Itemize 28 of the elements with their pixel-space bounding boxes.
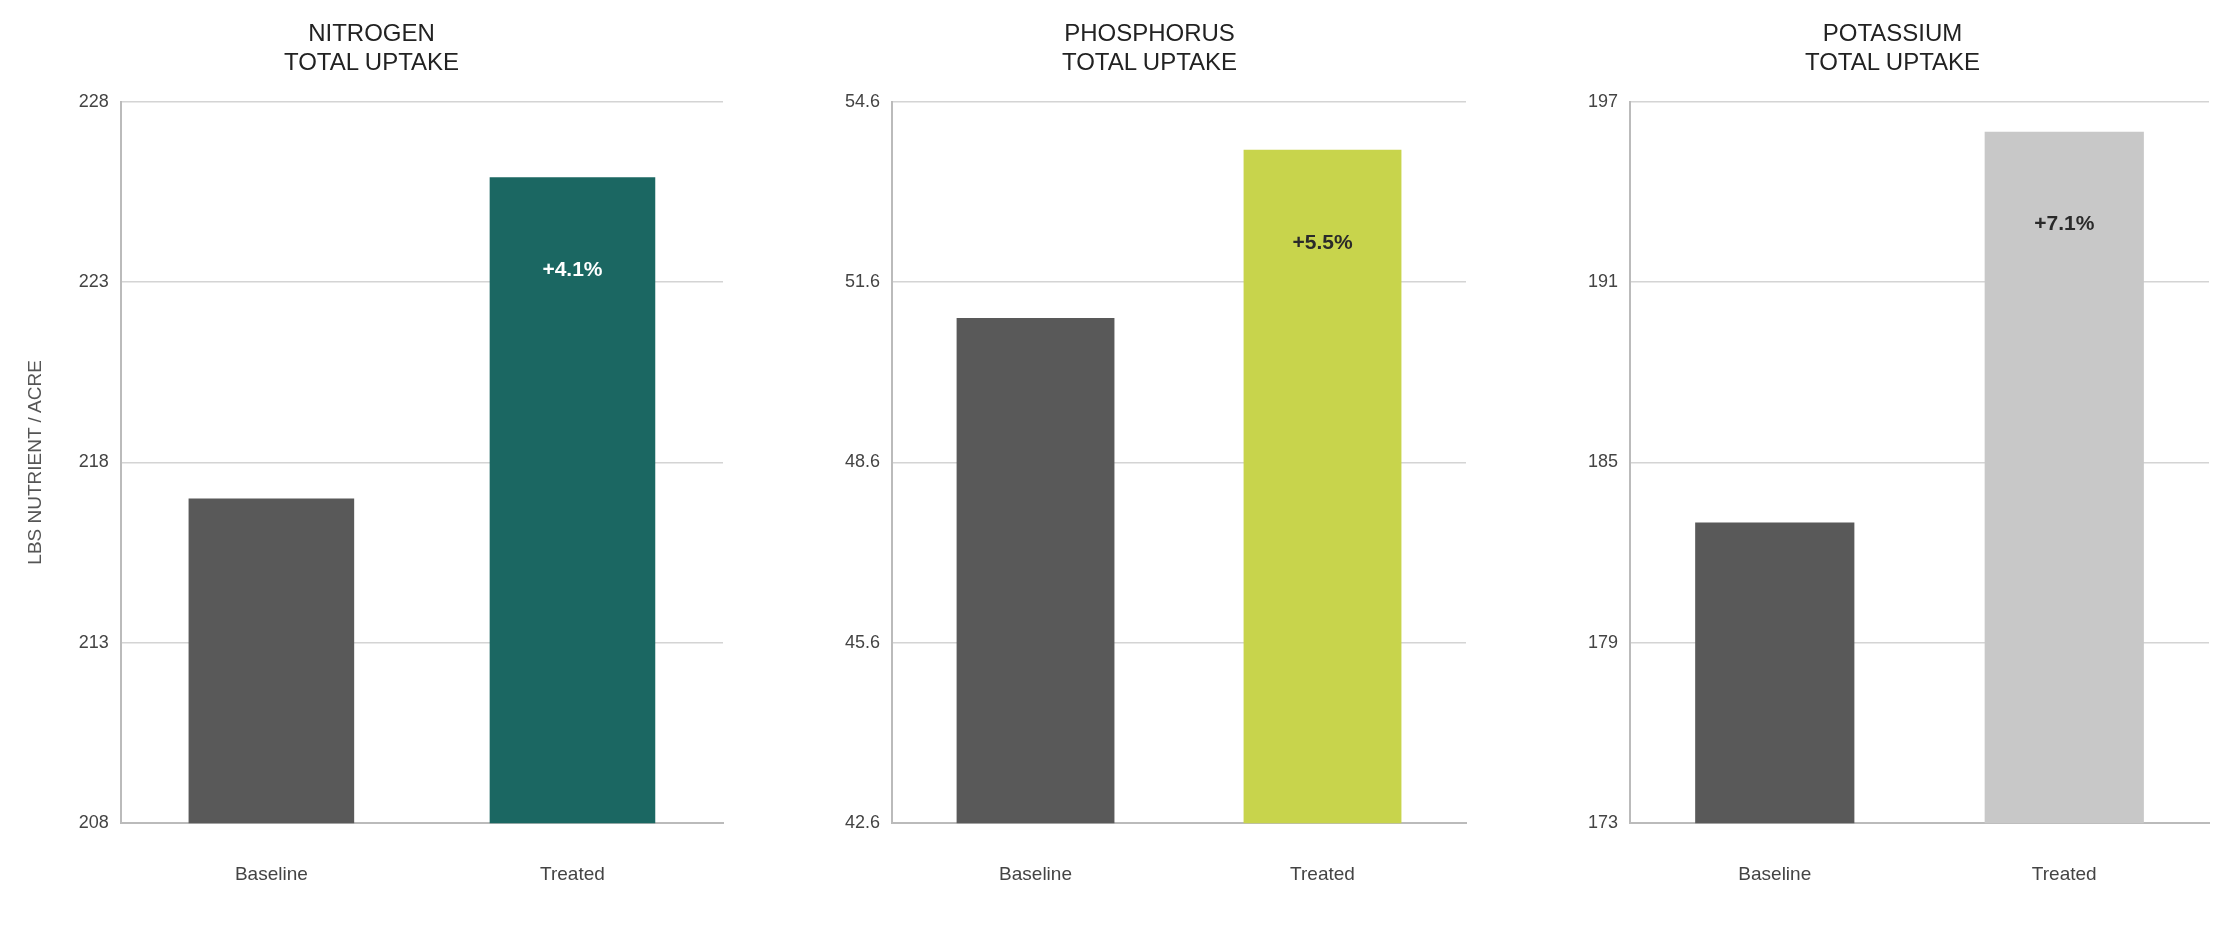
- x-tick-label: Treated: [1290, 862, 1355, 884]
- chart-title: POTASSIUM TOTAL UPTAKE: [1804, 19, 1981, 75]
- y-tick-label: 54.6: [844, 90, 881, 111]
- chart-title: PHOSPHORUS TOTAL UPTAKE: [1061, 19, 1238, 75]
- annotation: +4.1%: [542, 257, 603, 281]
- y-tick-label: 228: [78, 90, 109, 111]
- y-tick-label: 48.6: [844, 451, 881, 472]
- y-tick-label: 179: [1587, 631, 1619, 652]
- y-tick-label: 218: [78, 451, 109, 472]
- x-tick-label: Baseline: [1738, 862, 1812, 884]
- y-tick-label: 185: [1587, 451, 1619, 472]
- y-tick-label: 208: [78, 812, 109, 833]
- y-tick-label: 213: [78, 631, 109, 652]
- y-tick-label: 45.6: [844, 631, 881, 652]
- chart-title: NITROGEN TOTAL UPTAKE: [283, 19, 460, 75]
- y-tick-label: 223: [78, 270, 109, 291]
- x-tick-label: Baseline: [999, 862, 1072, 884]
- x-tick-label: Treated: [2031, 862, 2097, 884]
- y-tick-label: 51.6: [844, 270, 881, 291]
- annotation: +5.5%: [1292, 229, 1353, 253]
- y-axis-title: LBS NUTRIENT / ACRE: [23, 360, 45, 565]
- y-tick-label: 191: [1587, 270, 1619, 291]
- annotation: +7.1%: [2034, 211, 2095, 235]
- x-tick-label: Baseline: [234, 862, 308, 884]
- y-tick-label: 197: [1587, 90, 1619, 111]
- y-tick-label: 42.6: [844, 812, 881, 833]
- x-tick-label: Treated: [540, 862, 605, 884]
- y-tick-label: 173: [1587, 812, 1619, 833]
